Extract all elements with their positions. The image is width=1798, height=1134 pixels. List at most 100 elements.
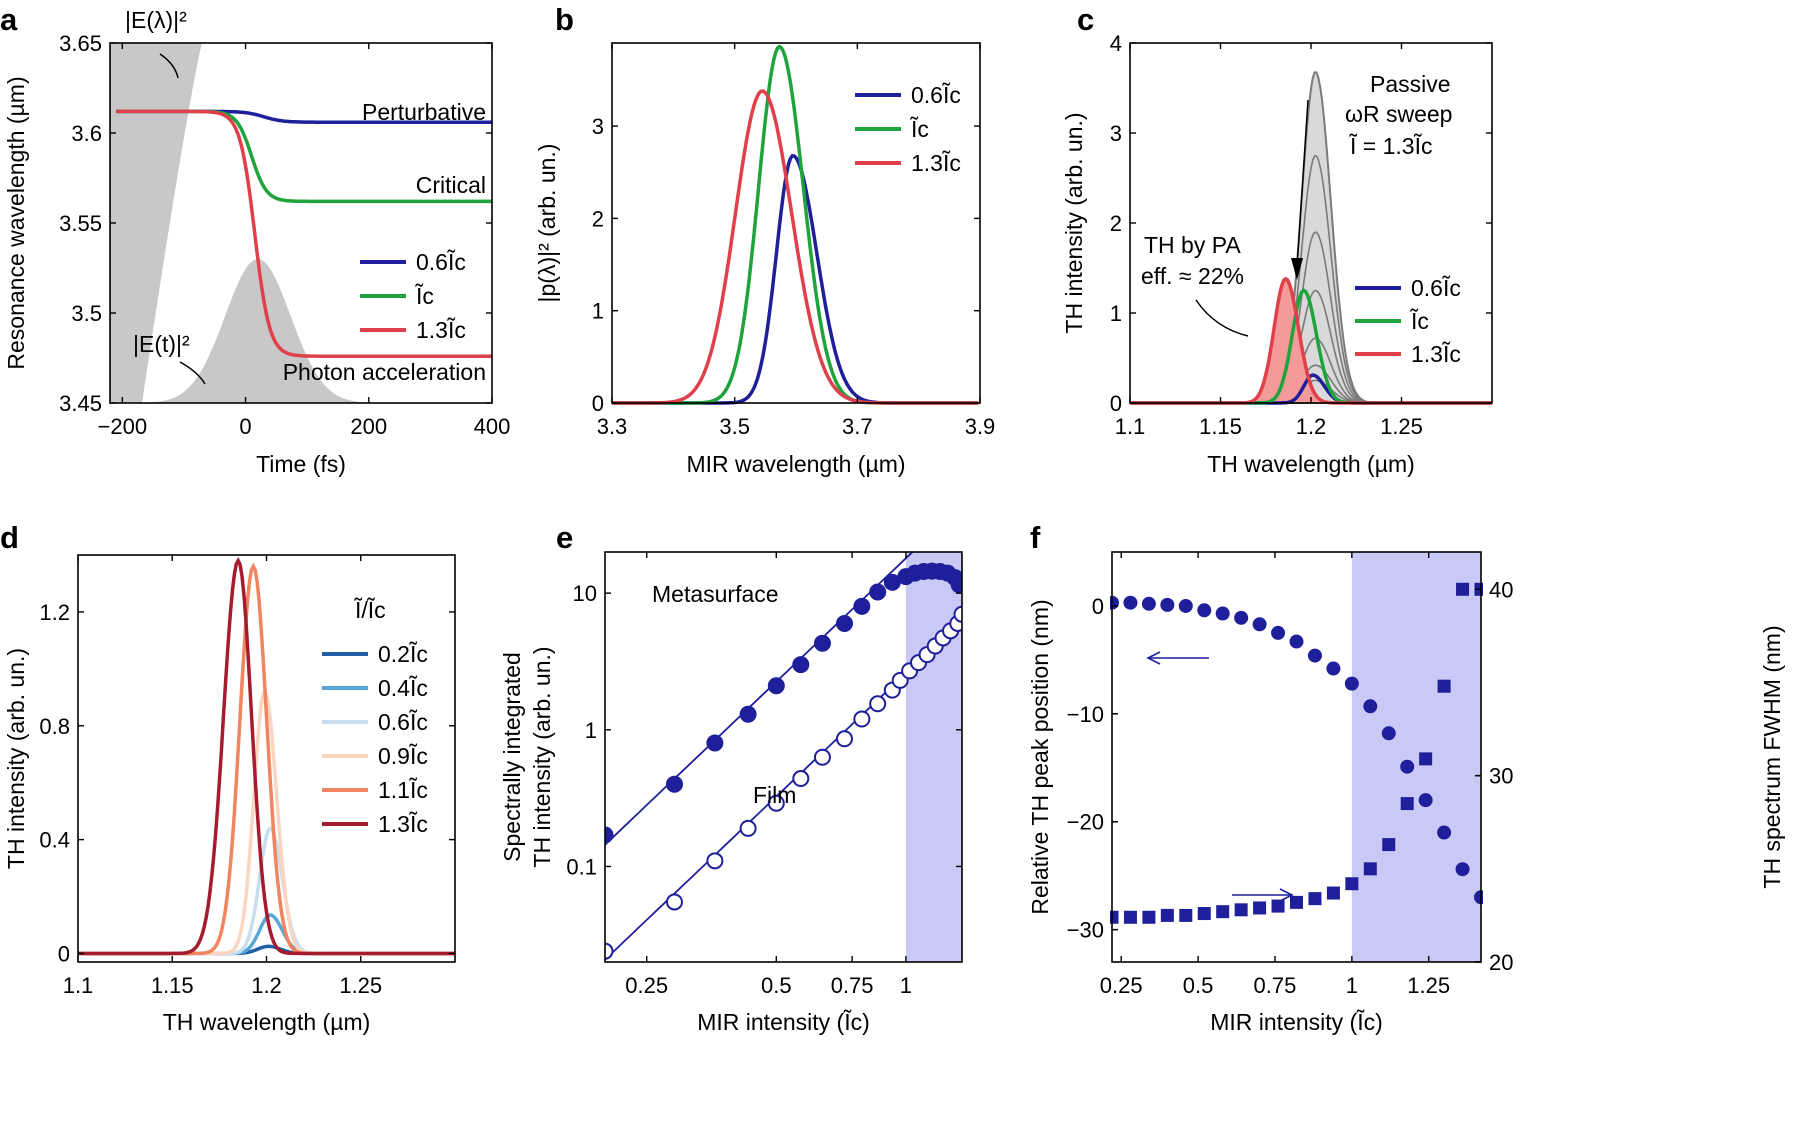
series-line: [116, 109, 492, 358]
x-tick-label: 1: [1346, 973, 1358, 998]
annotation: TH by PA: [1144, 232, 1241, 258]
y-axis-label: TH intensity (arb. un.): [529, 646, 555, 867]
y-tick-label: 3.65: [59, 31, 102, 56]
x-tick-label: 1: [900, 973, 912, 998]
x-tick-label: 3.5: [719, 414, 750, 439]
data-point: [767, 794, 785, 812]
x-tick-label: 0.5: [1183, 973, 1214, 998]
x-tick-label: 200: [350, 414, 387, 439]
x-tick-label: 3.3: [597, 414, 628, 439]
data-point-fwhm: [1290, 895, 1303, 909]
y-axis-label: TH intensity (arb. un.): [3, 648, 29, 869]
y-tick-label: 0.8: [39, 714, 70, 739]
y-axis-label: Spectrally integrated: [499, 652, 525, 862]
data-point-peak: [1234, 610, 1249, 625]
data-point-fwhm: [1197, 907, 1211, 921]
data-point-fwhm: [1400, 797, 1414, 811]
annotation: ωR sweep: [1345, 101, 1452, 127]
panel-d: 1.1 1.15 1.2 1.25 0 0.4 0.8 1.2 TH wavelength (µ…: [0, 520, 456, 1035]
y-tick-label: 0.4: [39, 828, 70, 853]
data-point: [605, 942, 614, 960]
y-axis-label: TH intensity (arb. un.): [1061, 112, 1087, 333]
plot-area: [605, 552, 962, 961]
x-tick-label: 1.15: [151, 973, 194, 998]
y-tick-label: 3: [1110, 121, 1122, 146]
annotation: Critical: [416, 172, 486, 198]
y-tick-label: 0: [58, 941, 70, 966]
x-axis-label: Time (fs): [256, 451, 346, 477]
x-tick-label: 0: [239, 414, 251, 439]
x-tick-label: 400: [474, 414, 511, 439]
y-axis-label: Resonance wavelength (µm): [3, 76, 29, 369]
data-point-fwhm: [1308, 892, 1322, 906]
data-point-fwhm: [1142, 910, 1156, 924]
data-point-fwhm: [1382, 838, 1396, 852]
data-point: [813, 748, 831, 766]
data-point: [767, 677, 785, 695]
data-point-peak: [1252, 617, 1267, 632]
y-tick-label: 3.55: [59, 211, 102, 236]
data-point-fwhm: [1345, 877, 1359, 891]
panel-label: a: [0, 2, 18, 37]
x-tick-label: 1.1: [1115, 414, 1146, 439]
y-tick-label: 3.6: [71, 121, 102, 146]
x-tick-label: 0.75: [831, 973, 874, 998]
series-line: [78, 557, 455, 956]
data-point-fwhm: [1234, 903, 1248, 917]
x-tick-label: 1.25: [1407, 973, 1450, 998]
sweep-arrow: [1296, 99, 1309, 269]
data-point: [706, 852, 724, 870]
legend-title: Ĩ/Ĩc: [354, 597, 386, 623]
legend-label: 1.3Ĩc: [378, 811, 428, 837]
sweep-arrowhead: [1291, 258, 1303, 280]
data-point-peak: [1289, 634, 1304, 649]
legend-label: 0.9Ĩc: [378, 743, 428, 769]
annotation: Photon acceleration: [283, 359, 486, 385]
legend-label: 1.1Ĩc: [378, 777, 428, 803]
y-tick-label: 2: [592, 206, 604, 231]
legend-label: 0.4Ĩc: [378, 675, 428, 701]
data-point-peak: [1215, 606, 1230, 621]
data-point-fwhm: [1326, 886, 1340, 900]
y-axis-label: Relative TH peak position (nm): [1027, 599, 1053, 914]
legend-label: 1.3Ĩc: [1411, 341, 1461, 367]
y-tick-label: −30: [1067, 918, 1104, 943]
y-tick-label: 3.5: [71, 301, 102, 326]
x-tick-label: 3.7: [842, 414, 873, 439]
x-tick-label: 1.25: [339, 973, 382, 998]
annotation: Film: [753, 782, 796, 808]
x-tick-label: 3.9: [965, 414, 996, 439]
data-point: [665, 893, 683, 911]
y2-tick-label: 20: [1489, 950, 1513, 975]
x-tick-label: −200: [98, 414, 148, 439]
legend-label: 0.6Ĩc: [378, 709, 428, 735]
annotation: Perturbative: [362, 99, 486, 125]
x-axis-label: TH wavelength (µm): [1207, 451, 1415, 477]
x-tick-label: 1.25: [1380, 414, 1423, 439]
data-point-fwhm: [1419, 752, 1433, 766]
y-tick-label: 1: [1110, 301, 1122, 326]
data-point-peak: [1400, 759, 1415, 774]
data-point-fwhm: [1253, 901, 1267, 915]
y-tick-label: 3.45: [59, 391, 102, 416]
y2-axis-label: TH spectrum FWHM (nm): [1759, 625, 1785, 888]
panel-e: 0.25 0.5 0.75 1 0.1 1 10 MIR intensity (Ĩc) Spec…: [499, 520, 963, 1035]
data-point-fwhm: [1437, 679, 1451, 693]
panel-label: f: [1030, 520, 1041, 555]
panel-a: −200 0 200 400 3.45 3.5 3.55 3.6 3.65 Time (fs) Re…: [0, 2, 510, 477]
data-point: [835, 614, 853, 632]
arrowhead: [1146, 651, 1161, 665]
data-point-peak: [1455, 862, 1470, 877]
panel-label: b: [555, 2, 574, 37]
y2-tick-label: 40: [1489, 577, 1513, 602]
y-tick-label: 10: [573, 581, 597, 606]
legend-label: 0.6Ĩc: [1411, 275, 1461, 301]
data-point-fwhm: [1216, 905, 1230, 919]
x-tick-label: 1.15: [1199, 414, 1242, 439]
data-point: [706, 734, 724, 752]
data-point: [739, 705, 757, 723]
data-point-fwhm: [1363, 862, 1377, 876]
legend-label: 1.3Ĩc: [416, 317, 466, 343]
data-point-peak: [1381, 726, 1396, 741]
annotation: Metasurface: [652, 581, 779, 607]
